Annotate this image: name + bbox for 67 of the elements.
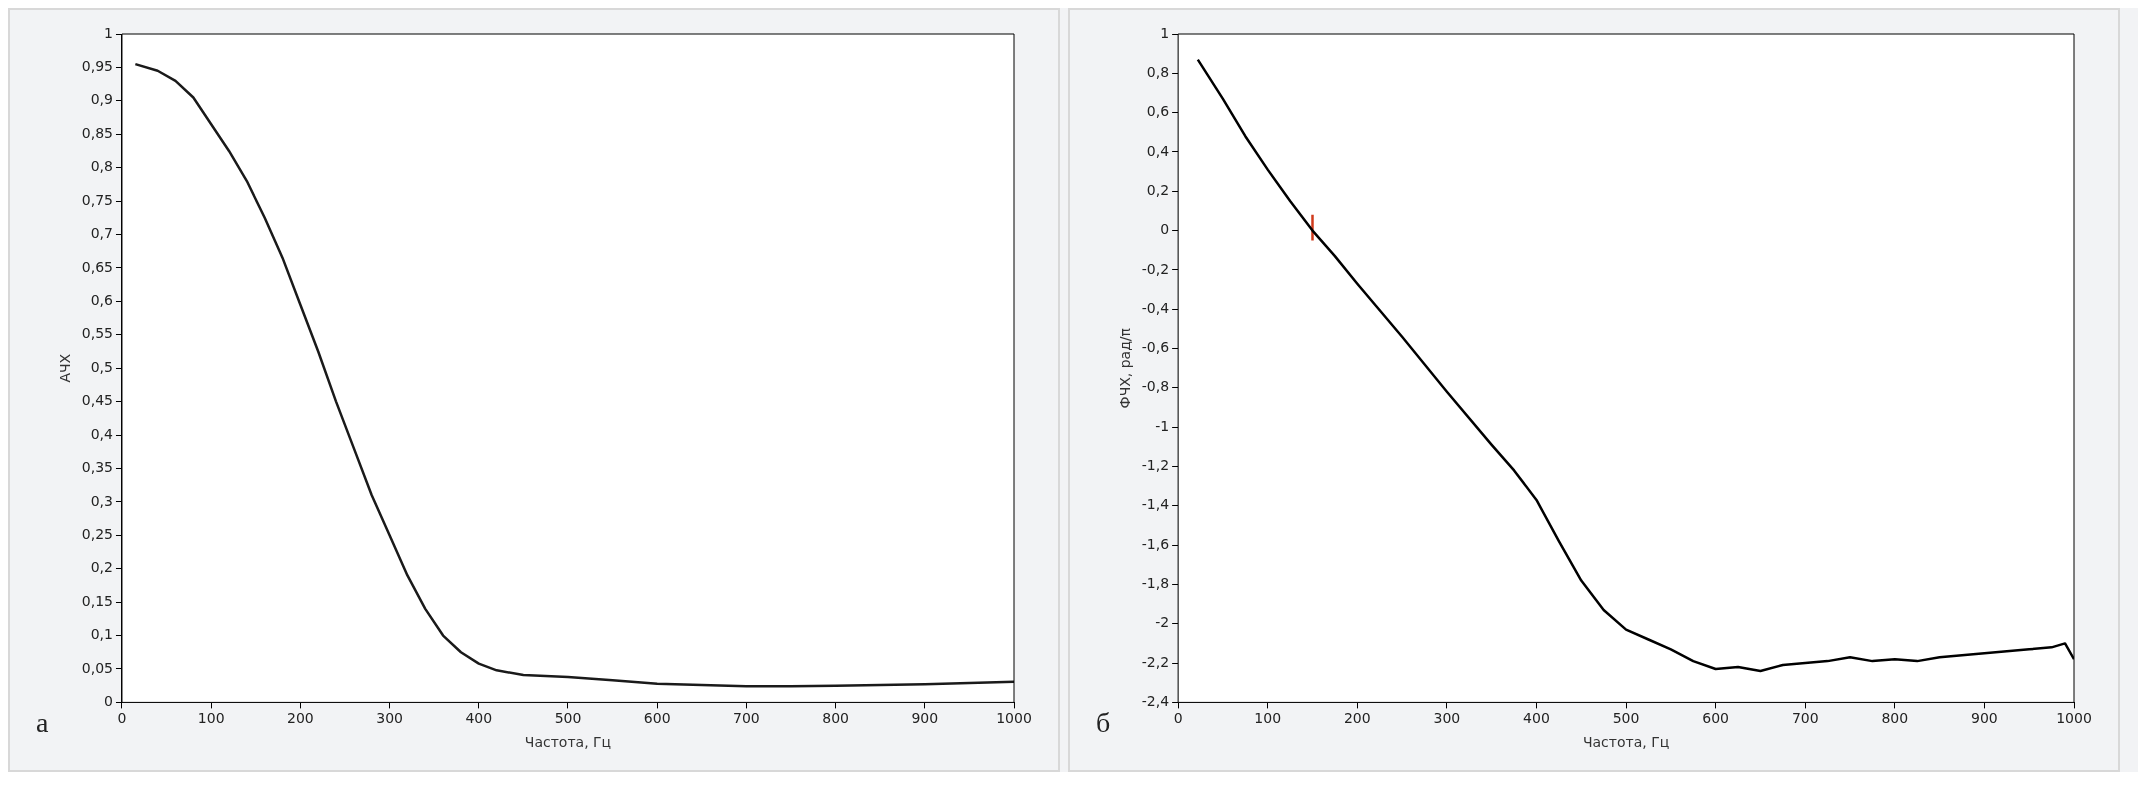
y-axis-title: ФЧХ, рад/π <box>1117 327 1134 409</box>
x-tick-label: 900 <box>1971 710 1998 727</box>
y-tick-label: 0,4 <box>1146 142 1170 159</box>
y-tick-label: 0 <box>104 693 113 710</box>
x-tick-label: 500 <box>1612 710 1640 727</box>
y-tick-label: 0,2 <box>1146 181 1170 198</box>
text: а <box>36 707 49 739</box>
y-tick-label: 0,05 <box>81 659 113 676</box>
y-tick-label: 0,75 <box>81 191 113 208</box>
y-tick-label: -1,4 <box>1141 496 1170 513</box>
y-tick-label: -0,6 <box>1141 339 1170 356</box>
y-tick-label: 0,45 <box>81 392 113 409</box>
x-tick-label: 700 <box>1791 710 1819 727</box>
y-tick-label: -0,2 <box>1141 260 1170 277</box>
x-tick-label: 100 <box>197 710 225 727</box>
x-axis-title: Частота, Гц <box>1582 734 1670 751</box>
y-tick-label: 0,4 <box>90 425 114 442</box>
y-tick-label: 0,55 <box>81 325 113 342</box>
y-tick-label: 0,8 <box>1146 63 1170 80</box>
x-tick-label: 900 <box>911 710 939 727</box>
y-tick-label: -2,4 <box>1141 693 1170 710</box>
x-tick-label: 800 <box>1881 710 1909 727</box>
y-tick-label: 0,6 <box>1146 103 1170 120</box>
x-tick-label: 600 <box>1702 710 1730 727</box>
y-tick-label: -1,6 <box>1141 535 1170 552</box>
y-tick-label: 0,85 <box>81 124 113 141</box>
x-tick-label: 100 <box>1254 710 1282 727</box>
text: б <box>1096 707 1111 739</box>
y-tick-label: 0,95 <box>81 58 113 75</box>
y-tick-label: 0,25 <box>81 525 113 542</box>
x-tick-label: 300 <box>1433 710 1461 727</box>
x-tick-label: 1000 <box>2056 710 2092 727</box>
y-tick-label: 0,2 <box>90 559 113 576</box>
x-tick-label: 200 <box>287 710 314 727</box>
y-axis-title: АЧХ <box>57 353 74 383</box>
y-tick-label: 0,5 <box>90 358 113 375</box>
y-tick-label: -2,2 <box>1141 653 1170 670</box>
y-tick-label: 1 <box>1160 24 1170 41</box>
x-tick-label: 700 <box>733 710 760 727</box>
y-tick-label: 0,6 <box>90 292 114 308</box>
y-tick-label: -0,8 <box>1141 378 1170 395</box>
x-tick-label: 400 <box>465 710 493 727</box>
y-tick-label: -1,8 <box>1141 575 1170 592</box>
y-tick-label: 0,8 <box>90 158 113 175</box>
y-tick-label: 0 <box>1160 221 1170 238</box>
y-tick-label: 0,65 <box>81 258 113 275</box>
x-tick-label: 600 <box>643 710 671 727</box>
x-tick-label: 0 <box>1173 710 1183 727</box>
x-tick-label: 500 <box>554 710 582 727</box>
x-axis-title: Частота, Гц <box>524 734 612 751</box>
y-tick-label: -2 <box>1155 614 1170 631</box>
y-tick-label: 0,9 <box>90 91 113 108</box>
y-tick-label: -1,2 <box>1141 457 1170 474</box>
y-tick-label: 0,1 <box>90 626 113 643</box>
x-tick-label: 1000 <box>996 710 1032 727</box>
y-tick-label: -0,4 <box>1141 299 1170 316</box>
x-tick-label: 0 <box>117 710 127 727</box>
y-tick-label: 1 <box>104 24 113 41</box>
x-tick-label: 400 <box>1523 710 1550 727</box>
x-tick-label: 200 <box>1343 710 1371 727</box>
y-tick-label: 0,3 <box>90 492 113 509</box>
x-tick-label: 800 <box>822 710 849 727</box>
y-tick-label: -1 <box>1155 417 1170 434</box>
x-tick-label: 300 <box>376 710 403 727</box>
y-tick-label: 0,15 <box>81 592 113 609</box>
y-tick-label: 0,7 <box>90 225 113 242</box>
y-tick-label: 0,35 <box>81 459 113 476</box>
